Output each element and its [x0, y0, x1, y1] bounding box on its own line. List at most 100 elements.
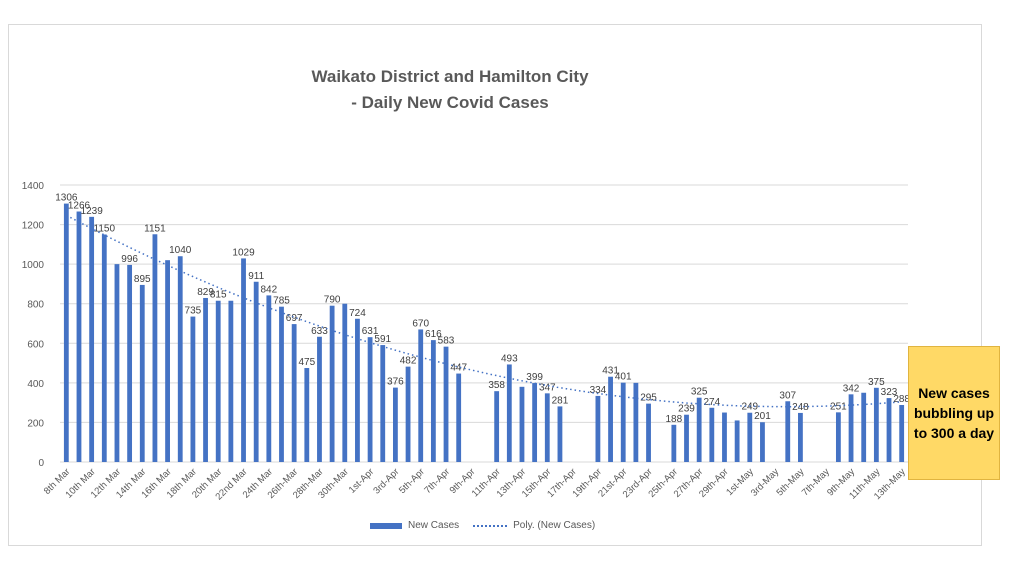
bar: [177, 256, 183, 462]
callout-text: New cases bubbling up to 300 a day: [913, 385, 995, 441]
data-label: 251: [830, 401, 847, 412]
bar: [418, 329, 424, 462]
y-tick-label: 0: [38, 458, 44, 469]
y-tick-label: 400: [27, 379, 44, 390]
data-label: 633: [311, 326, 328, 337]
bar: [317, 336, 322, 462]
x-tick-label: 7th-Apr: [422, 466, 452, 496]
bar: [873, 387, 879, 462]
data-label: 591: [374, 334, 391, 345]
bar: [798, 412, 803, 462]
callout-annotation: New cases bubbling up to 300 a day: [908, 346, 1000, 480]
data-label: 493: [501, 353, 518, 364]
data-label: 475: [298, 357, 315, 368]
bar: [671, 424, 677, 462]
bar: [835, 412, 841, 462]
bar: [760, 422, 765, 462]
bar: [785, 401, 791, 462]
data-label: 323: [881, 387, 898, 398]
bar: [63, 203, 69, 462]
legend-entry-new-cases: New Cases: [370, 520, 459, 531]
legend-label-new-cases: New Cases: [408, 520, 460, 531]
bar: [709, 407, 715, 462]
data-label: 431: [602, 366, 619, 377]
bar: [696, 397, 702, 462]
bar: [722, 412, 727, 462]
bar: [747, 412, 753, 462]
data-label: 996: [121, 254, 138, 265]
y-tick-label: 1000: [22, 260, 45, 271]
bar: [646, 403, 651, 462]
x-tick-label: 1st-Apr: [347, 466, 376, 495]
data-label: 347: [539, 382, 556, 393]
bar: [392, 387, 398, 462]
bar: [886, 398, 892, 462]
bar: [544, 393, 550, 462]
data-label: 281: [552, 395, 569, 406]
data-label: 447: [450, 363, 467, 374]
bar: [89, 216, 95, 462]
legend-swatch-dotted-line: [473, 524, 508, 527]
x-tick-label: 5th-Apr: [397, 466, 427, 496]
data-label: 249: [741, 402, 758, 413]
data-label: 401: [615, 372, 632, 383]
bar: [215, 300, 221, 462]
bar: [405, 366, 411, 462]
chart-title-line-1: Waikato District and Hamilton City: [311, 67, 589, 86]
data-label: 583: [438, 336, 455, 347]
data-label: 482: [400, 356, 417, 367]
bar: [595, 395, 601, 462]
y-tick-label: 600: [27, 339, 44, 350]
bar: [557, 406, 563, 462]
data-label: 358: [488, 380, 505, 391]
data-label: 376: [387, 377, 404, 388]
data-label: 295: [640, 393, 657, 404]
data-label: 631: [362, 326, 379, 337]
chart-title-line-2: - Daily New Covid Cases: [351, 93, 549, 112]
data-label: 670: [412, 318, 429, 329]
bar: [127, 264, 133, 462]
data-label: 201: [754, 411, 771, 422]
bar: [506, 364, 512, 462]
bar: [532, 383, 538, 462]
bar: [241, 258, 246, 462]
data-label: 375: [868, 377, 885, 388]
data-label: 188: [666, 414, 683, 425]
bar: [190, 316, 196, 462]
data-label: 785: [273, 296, 290, 307]
legend-label-trendline: Poly. (New Cases): [513, 520, 596, 531]
bar: [734, 420, 740, 462]
data-label: 616: [425, 329, 442, 340]
data-label: 248: [792, 402, 809, 413]
bar: [203, 297, 208, 462]
data-label: 724: [349, 308, 366, 319]
bar: [266, 295, 272, 462]
data-label: 790: [324, 295, 341, 306]
data-label: 1150: [94, 223, 116, 234]
bar: [253, 281, 259, 462]
bar: [633, 382, 639, 462]
x-tick-label: 3rd-Apr: [371, 466, 401, 496]
bar: [76, 211, 82, 462]
data-label: 342: [843, 383, 860, 394]
bar: [456, 373, 462, 462]
bar: [291, 324, 297, 462]
data-label: 815: [210, 290, 227, 301]
bar: [304, 368, 310, 462]
legend-entry-trendline: Poly. (New Cases): [473, 520, 595, 531]
data-label: 325: [691, 387, 708, 398]
bar: [494, 391, 500, 462]
bar: [228, 300, 234, 462]
bar: [152, 234, 158, 462]
data-label: 307: [779, 390, 796, 401]
data-label: 274: [703, 397, 720, 408]
bar: [519, 386, 525, 462]
bar: [380, 345, 386, 462]
bar: [367, 337, 373, 462]
data-label: 1306: [55, 193, 78, 204]
bar: [608, 376, 613, 462]
y-tick-label: 800: [27, 300, 44, 311]
bar: [899, 405, 905, 462]
bar: [443, 346, 449, 462]
data-label: 1029: [232, 247, 255, 258]
